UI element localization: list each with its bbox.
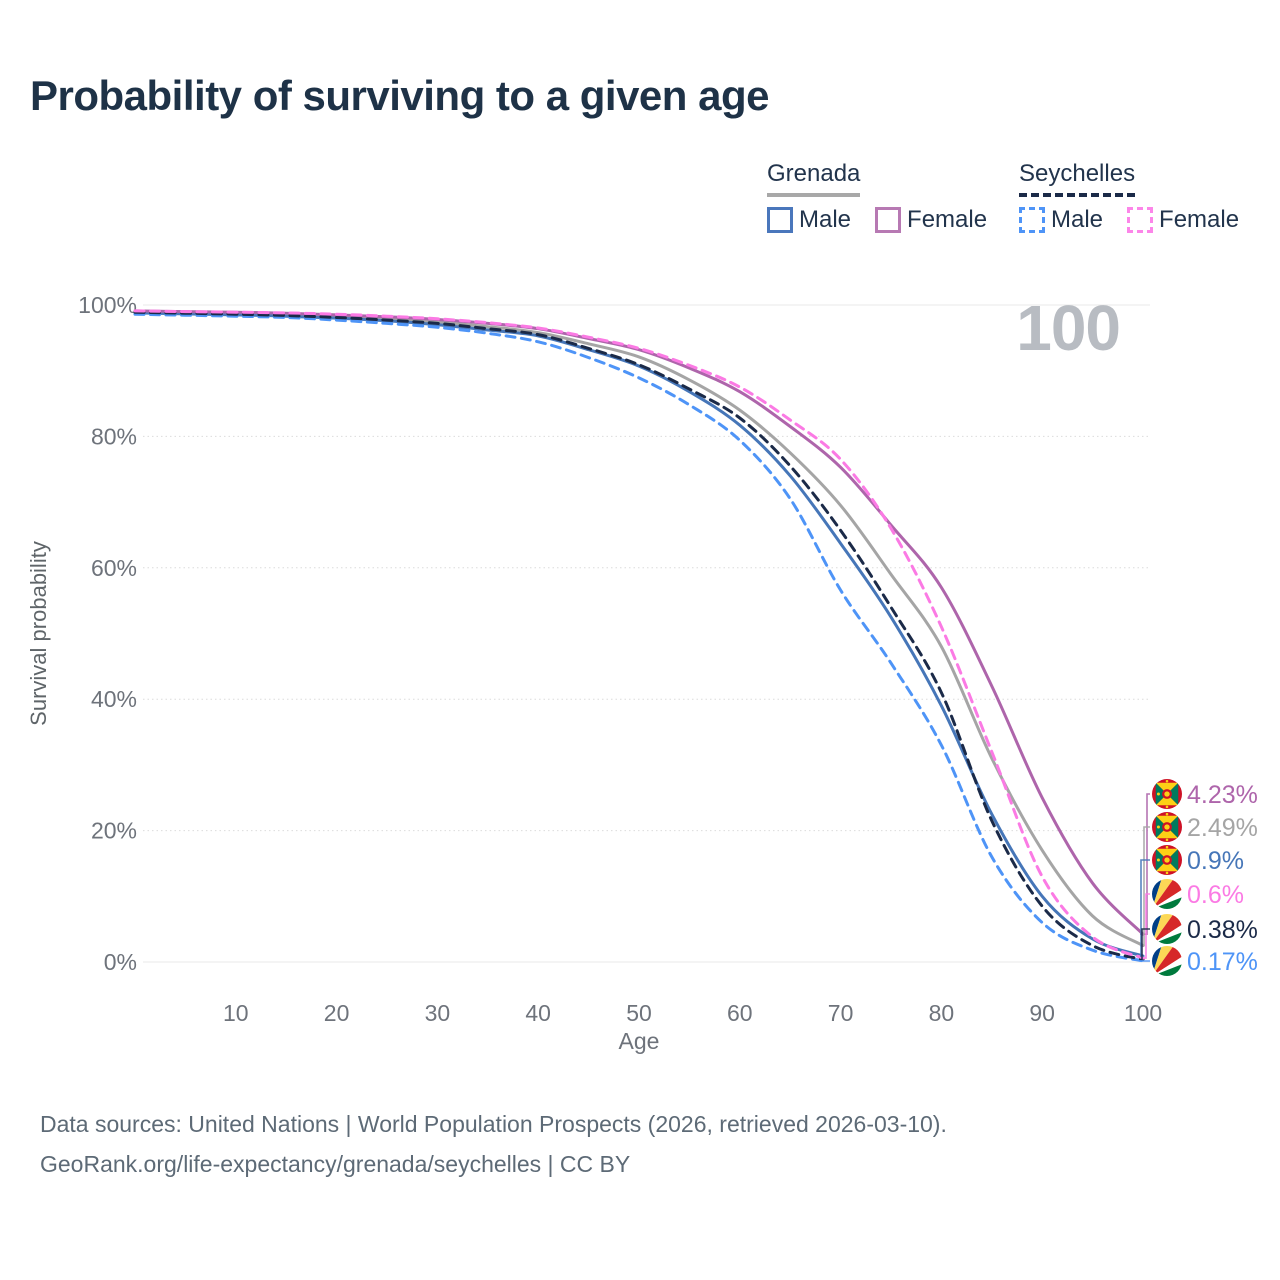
seychelles-female-swatch-icon	[1127, 207, 1154, 233]
legend-item-seychelles-male[interactable]: Male	[1019, 206, 1103, 234]
grenada-flag-icon	[1152, 845, 1182, 875]
x-tick-label: 40	[525, 1000, 551, 1026]
grenada-male-swatch-icon	[767, 207, 793, 233]
seychelles-flag-icon	[1152, 879, 1182, 909]
y-tick-label: 40%	[91, 686, 137, 712]
end-value-label-seychelles_male: 0.17%	[1187, 948, 1258, 976]
end-value-label-grenada_female: 4.23%	[1187, 781, 1258, 809]
series-line-seychelles_female[interactable]	[133, 309, 1145, 960]
x-axis-title: Age	[619, 1028, 660, 1054]
seychelles-flag-icon	[1152, 946, 1182, 976]
gridlines	[143, 304, 1150, 963]
page-title: Probability of surviving to a given age	[30, 72, 769, 119]
series-lines	[133, 309, 1145, 963]
legend-item-label: Male	[1051, 206, 1104, 233]
footer-data-sources: Data sources: United Nations | World Pop…	[40, 1111, 947, 1137]
end-value-label-seychelles_female: 0.6%	[1187, 881, 1244, 909]
legend-seychelles-title[interactable]: Seychelles	[1019, 160, 1136, 197]
series-line-seychelles_male[interactable]	[133, 312, 1145, 963]
y-tick-label: 100%	[78, 292, 137, 318]
x-tick-label: 50	[626, 1000, 652, 1026]
legend-item-label: Female	[907, 206, 988, 233]
age-watermark: 100	[1016, 292, 1121, 364]
y-tick-label: 80%	[91, 423, 137, 449]
x-tick-label: 70	[828, 1000, 854, 1026]
legend-item-grenada-male[interactable]: Male	[767, 206, 851, 234]
footer: Data sources: United Nations | World Pop…	[40, 1104, 947, 1184]
x-tick-label: 10	[223, 1000, 249, 1026]
y-tick-label: 60%	[91, 555, 137, 581]
legend-group-grenada: Grenada Male Female	[767, 160, 987, 234]
legend-item-grenada-female[interactable]: Female	[875, 206, 987, 234]
y-tick-label: 20%	[91, 818, 137, 844]
legend-item-label: Female	[1159, 206, 1240, 233]
series-line-grenada_all[interactable]	[133, 310, 1145, 948]
end-value-label-seychelles_all: 0.38%	[1187, 916, 1258, 944]
legend-grenada-title[interactable]: Grenada	[767, 160, 861, 197]
seychelles-flag-icon	[1152, 914, 1182, 944]
end-label-connector	[1140, 859, 1150, 957]
x-tick-label: 30	[425, 1000, 451, 1026]
legend-item-label: Male	[799, 206, 852, 233]
seychelles-male-swatch-icon	[1019, 207, 1045, 233]
end-value-label-grenada_male: 0.9%	[1187, 847, 1244, 875]
legend-item-seychelles-female[interactable]: Female	[1127, 206, 1239, 234]
x-tick-label: 60	[727, 1000, 753, 1026]
series-line-grenada_female[interactable]	[133, 309, 1145, 936]
grenada-flag-icon	[1152, 779, 1182, 809]
footer-attribution: GeoRank.org/life-expectancy/grenada/seyc…	[40, 1151, 631, 1177]
end-value-label-grenada_all: 2.49%	[1187, 814, 1258, 842]
end-label-connector	[1140, 928, 1150, 961]
y-axis-title: Survival probability	[26, 541, 51, 726]
legend-group-seychelles: Seychelles Male Female	[1019, 160, 1239, 234]
axis-labels: 0% 20% 40% 60% 80% 100% 10 20 30 40 50 60 70 80 90 100 A…	[26, 292, 1162, 1054]
end-value-labels: 4.23% 2.49% 0.9% 0.6% 0.38% 0.17%	[1140, 779, 1258, 976]
end-label-connector	[1140, 893, 1150, 959]
grenada-flag-icon	[1152, 812, 1182, 842]
x-tick-label: 100	[1124, 1000, 1162, 1026]
x-tick-label: 20	[324, 1000, 350, 1026]
x-tick-label: 80	[929, 1000, 955, 1026]
y-tick-label: 0%	[104, 949, 137, 975]
grenada-female-swatch-icon	[875, 207, 902, 233]
series-line-seychelles_all[interactable]	[133, 310, 1145, 961]
x-tick-label: 90	[1029, 1000, 1055, 1026]
